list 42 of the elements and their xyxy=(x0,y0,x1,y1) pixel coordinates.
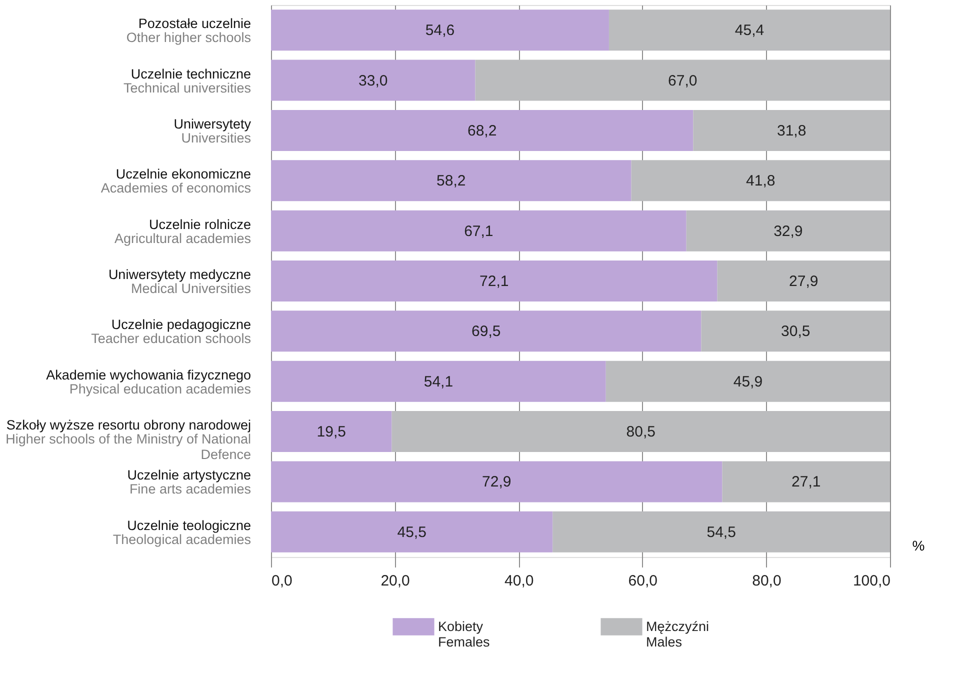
category-label: Akademie wychowania fizycznego Physical education academies xyxy=(46,367,251,396)
category-label: Uczelnie artystyczne Fine arts academies xyxy=(127,468,251,497)
data-label: 30,5 xyxy=(781,323,810,340)
x-axis-title: % xyxy=(912,538,925,554)
category-label: Uczelnie techniczne Technical universities xyxy=(123,66,251,96)
data-label: 54,1 xyxy=(424,373,454,390)
data-label: 54,5 xyxy=(706,524,736,541)
data-label: 27,1 xyxy=(792,474,821,491)
category-label: Uczelnie ekonomiczne Academies of economics xyxy=(100,166,251,196)
category-label: Uczelnie rolnicze Agricultural academies xyxy=(114,216,251,246)
data-label: 68,2 xyxy=(467,122,497,140)
data-label: 67,0 xyxy=(668,72,698,90)
data-label: 33,0 xyxy=(358,72,388,90)
category-label: Uczelnie pedagogiczne Teacher education schools xyxy=(91,317,251,346)
category-label: Szkoły wyższe resortu obrony narodowej Higher schools of the Ministry of National Defence xyxy=(6,418,251,462)
data-label: 67,1 xyxy=(464,222,494,240)
x-tick-label: 20,0 xyxy=(380,572,410,590)
data-label: 45,9 xyxy=(733,373,763,390)
x-tick-label: 80,0 xyxy=(752,572,782,590)
data-label: 45,4 xyxy=(734,22,764,40)
x-tick-label: 100,0 xyxy=(852,572,890,590)
category-label: Uniwersytety Universities xyxy=(174,116,251,146)
data-label: 32,9 xyxy=(774,222,803,240)
data-label: 72,9 xyxy=(482,474,512,491)
x-tick-label: 60,0 xyxy=(628,572,658,590)
x-tick-label: 40,0 xyxy=(504,572,534,590)
data-label: 19,5 xyxy=(316,424,346,441)
data-label: 31,8 xyxy=(776,122,806,140)
data-label: 54,6 xyxy=(425,22,455,40)
data-label: 45,5 xyxy=(397,524,426,541)
data-label: 69,5 xyxy=(472,323,501,340)
category-label: Uczelnie teologiczne Theological academies xyxy=(112,518,251,547)
data-label: 27,9 xyxy=(789,273,818,290)
legend-label: Mężczyźni Males xyxy=(646,618,710,650)
data-label: 80,5 xyxy=(626,424,656,441)
data-label: 58,2 xyxy=(436,172,466,190)
x-tick-label: 0,0 xyxy=(272,572,292,590)
category-label: Uniwersytety medyczne Medical Universities xyxy=(108,267,251,296)
legend-label: Kobiety Females xyxy=(438,618,490,650)
data-label: 41,8 xyxy=(746,172,776,190)
category-label: Pozostałe uczelnie Other higher schools xyxy=(126,16,251,46)
data-label: 72,1 xyxy=(480,273,509,290)
